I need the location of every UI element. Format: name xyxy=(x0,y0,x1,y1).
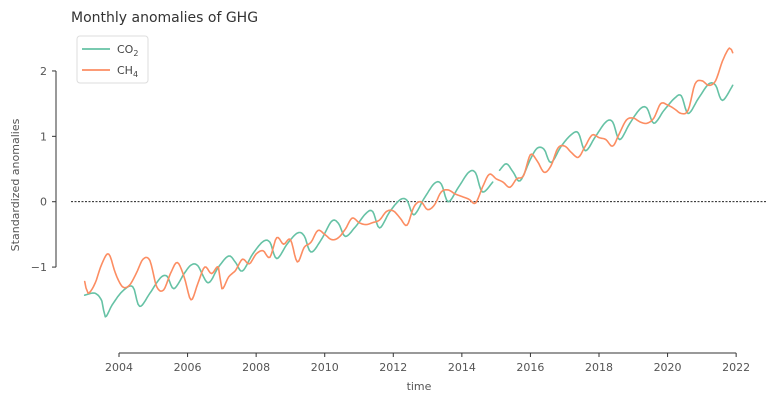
x-tick-label: 2010 xyxy=(311,361,339,374)
x-tick-label: 2006 xyxy=(174,361,202,374)
x-axis: 2004 2006 2008 2010 2012 2014 2016 2018 2020 2022 xyxy=(105,352,750,374)
x-tick-label: 2022 xyxy=(722,361,750,374)
legend-label: CO2 xyxy=(117,43,138,58)
y-tick-label: 2 xyxy=(40,65,47,78)
series-layer xyxy=(83,47,734,318)
x-tick-label: 2020 xyxy=(654,361,682,374)
x-tick-label: 2016 xyxy=(516,361,544,374)
legend-label: CH4 xyxy=(117,64,138,79)
x-tick-label: 2018 xyxy=(585,361,613,374)
x-tick-label: 2012 xyxy=(379,361,407,374)
x-tick-label: 2014 xyxy=(448,361,476,374)
chart-title: Monthly anomalies of GHG xyxy=(71,10,258,26)
y-axis-title: Standardized anomalies xyxy=(9,118,22,251)
y-tick-label: 1 xyxy=(40,130,47,143)
series-line-ch4 xyxy=(83,47,734,301)
series-line-co2 xyxy=(83,169,494,318)
series-line-co2-segment-2 xyxy=(498,82,734,182)
y-tick-label: 0 xyxy=(40,196,47,209)
x-tick-label: 2008 xyxy=(242,361,270,374)
legend-box xyxy=(76,35,149,84)
y-tick-label: −1 xyxy=(31,261,47,274)
x-tick-label: 2004 xyxy=(105,361,133,374)
y-axis: −1 0 1 2 xyxy=(31,65,57,274)
x-axis-title: time xyxy=(407,380,432,393)
